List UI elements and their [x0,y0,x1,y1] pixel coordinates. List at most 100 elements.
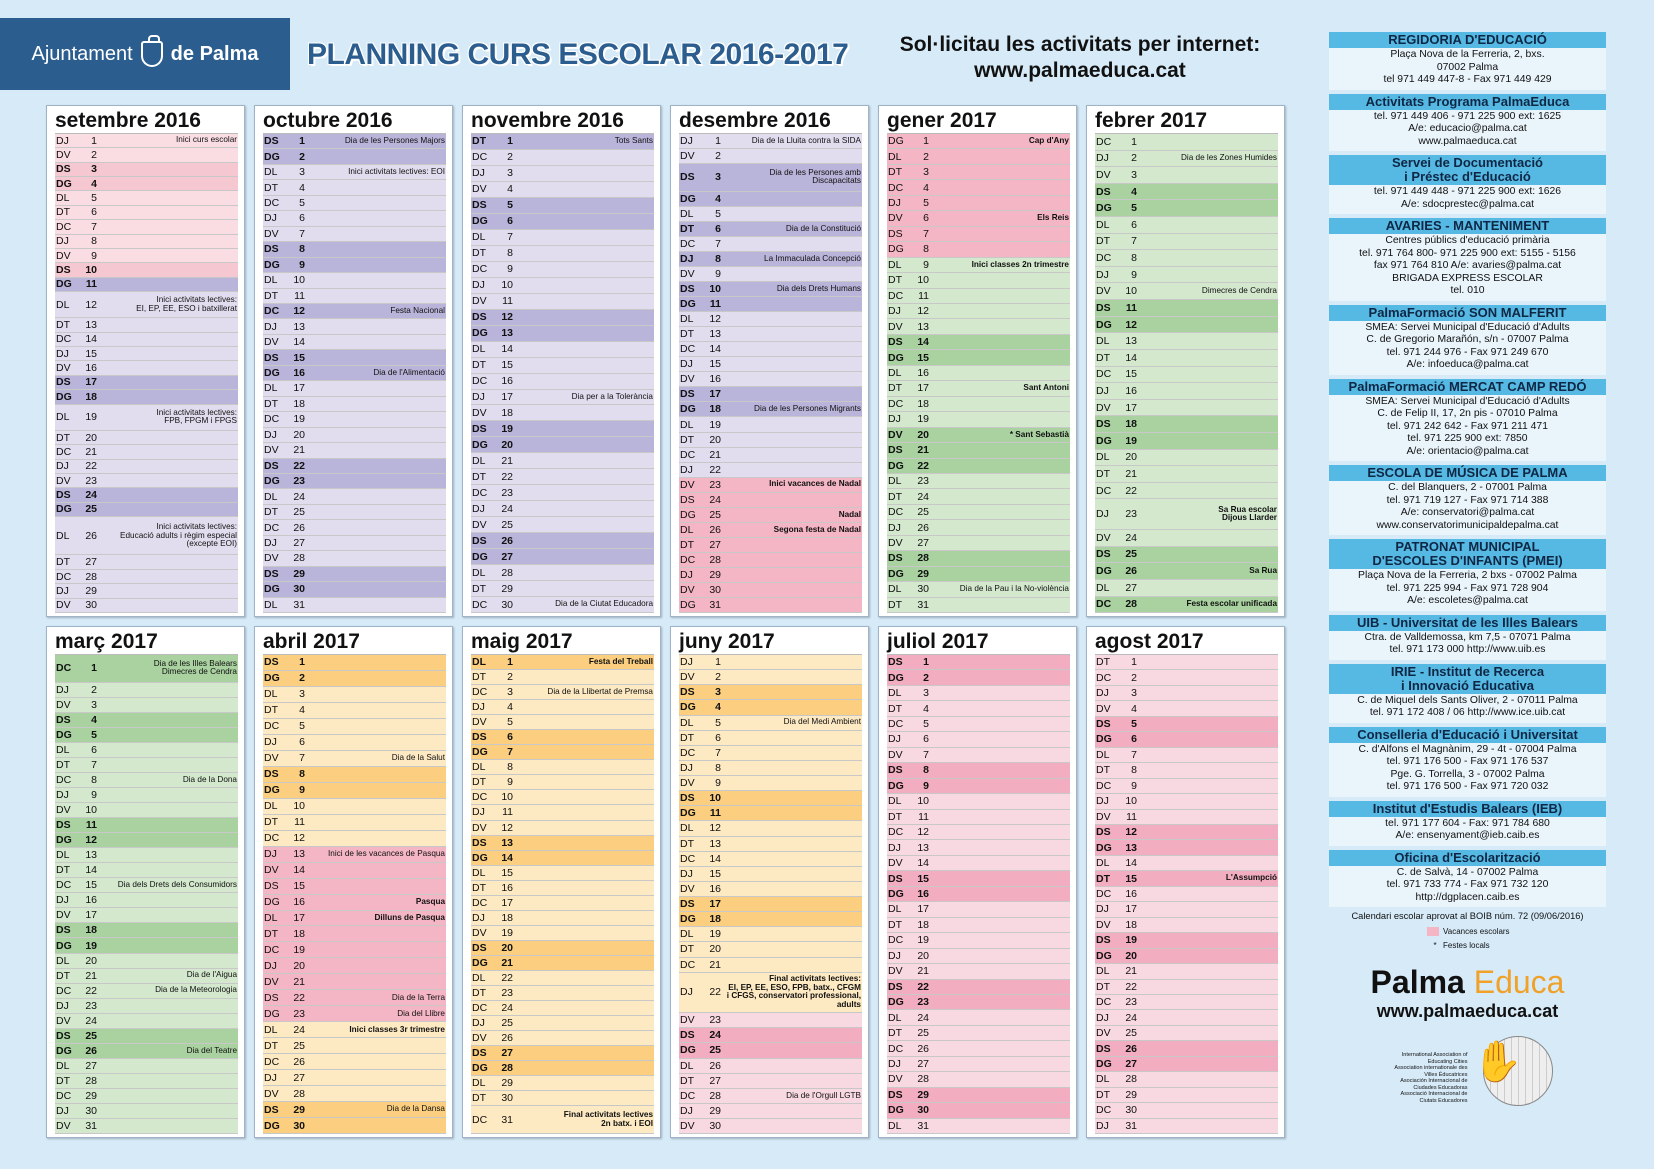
weekday: DV [680,150,695,163]
day-number: 24 [85,489,97,501]
weekday: DT [680,837,694,850]
day-number: 7 [1131,748,1137,761]
day-row: DS 26 [471,533,654,550]
day-note: Dia de l'Aigua [186,970,237,980]
day-row: DT 30 [471,1091,654,1107]
weekday: DL [888,1119,902,1132]
day-row: DS 29 Dia de la Dansa [263,1102,446,1119]
day-row: DT 25 [263,1038,446,1055]
day-number: 15 [85,879,97,892]
day-row: DC 8 Dia de la Dona [55,772,238,789]
day-number: 12 [917,826,929,839]
day-row: DG 27 [471,549,654,566]
day-number: 12 [709,313,721,326]
day-row: DV 16 [679,372,862,388]
day-number: 10 [293,800,305,813]
weekday: DS [888,336,903,349]
day-row: DG 16 Pasqua [263,894,446,911]
day-row: DC 9 [1095,778,1278,795]
day-number: 16 [917,888,929,901]
day-row: DS 20 [471,940,654,956]
request-url[interactable]: www.palmaeduca.cat [974,59,1186,82]
day-number: 3 [91,163,97,176]
weekday: DJ [888,305,901,318]
brand-web[interactable]: www.palmaeduca.cat [1376,1001,1559,1021]
day-number: 22 [1125,484,1137,497]
day-row: DJ 4 [471,700,654,716]
weekday: DV [56,698,71,711]
day-number: 6 [715,731,721,744]
weekday: DJ [472,167,485,180]
day-row: DC 19 [263,942,446,959]
weekday: DT [1096,656,1110,669]
day-row: DG 19 [1095,432,1278,450]
day-number: 3 [923,166,929,179]
day-number: 12 [501,821,513,834]
day-number: 14 [501,851,513,864]
day-number: 27 [85,556,97,569]
day-row: DL 3 Inici activitats lectives: EOI [263,164,446,181]
weekday: DL [680,523,694,536]
day-row: DT 22 [471,469,654,486]
month-title: març 2017 [55,631,238,655]
day-number: 28 [1125,1073,1137,1086]
day-number: 11 [294,816,305,829]
day-number: 16 [501,881,513,894]
day-row: DG 4 [679,191,862,207]
month-card: maig 2017 DL 1 Festa del Treball DT 2 DC 3 Dia d… [462,626,661,1138]
weekday: DL [680,928,694,941]
day-row: DS 27 [471,1046,654,1062]
weekday: DJ [888,949,901,962]
day-note: Dia de la Terra [391,992,445,1002]
educating-cities-logo: International Association of Educating C… [1383,1032,1553,1120]
day-row: DC 30 [1095,1103,1278,1119]
day-number: 1 [299,656,305,669]
day-row: DV 25 [471,517,654,534]
day-note: Sant Antoni [1023,383,1069,393]
day-row: DJ 20 [263,958,446,975]
weekday: DV [56,1014,71,1027]
day-row: DL 24 [887,1010,1070,1026]
day-number: 16 [709,882,721,895]
day-note: Segona festa de Nadal [773,524,861,534]
contact-section: Conselleria d'Educació i Universitat C. d… [1329,726,1606,797]
weekday: DS [56,489,71,501]
weekday: DL [680,822,694,835]
weekday: DS [1096,548,1111,561]
weekday: DL [680,1059,694,1072]
day-number: 10 [709,792,721,805]
day-row: DV 12 [471,820,654,836]
day-row: DV 9 [679,267,862,283]
day-row: DJ 3 [471,165,654,182]
day-number: 25 [709,508,721,521]
day-row: DC 28 [55,569,238,585]
day-row: DV 19 [471,925,654,941]
day-row: DL 19 [679,927,862,943]
weekday: DV [680,882,695,895]
day-number: 17 [917,903,929,916]
day-row: DL 12 Inici activitats lectives: EI, EP, E… [55,291,238,319]
day-note: Dia del Medi Ambient [783,717,861,727]
day-note: Inici activitats lectives: EI, EP, EE, E… [136,295,237,313]
day-number: 8 [299,768,305,781]
weekday: DG [264,258,280,271]
day-number: 11 [502,295,513,308]
weekday: DG [1096,1058,1112,1070]
day-row: DG 26 Dia del Teatre [55,1043,238,1059]
contact-section: Activitats Programa PalmaEduca tel. 971 4… [1329,93,1606,151]
day-row: DS 8 [263,242,446,258]
weekday: DS [680,388,695,401]
weekday: DV [56,804,71,817]
weekday: DJ [680,252,694,265]
day-number: 23 [501,486,513,499]
day-number: 2 [1131,152,1137,165]
weekday: DC [472,686,488,699]
month-card: agost 2017 DT 1 DC 2 DJ 3 DV 4 DS 5 DG 6 DL 7 DT 8 DC 9 DJ 1… [1086,626,1285,1138]
day-row: DL 29 [471,1076,654,1092]
day-row: DL 5 Dia del Medi Ambient [679,715,862,731]
day-number: 14 [85,333,97,346]
day-number: 30 [917,1104,929,1117]
day-number: 28 [85,570,97,583]
month-title: abril 2017 [263,631,446,655]
weekday: DL [888,367,902,380]
